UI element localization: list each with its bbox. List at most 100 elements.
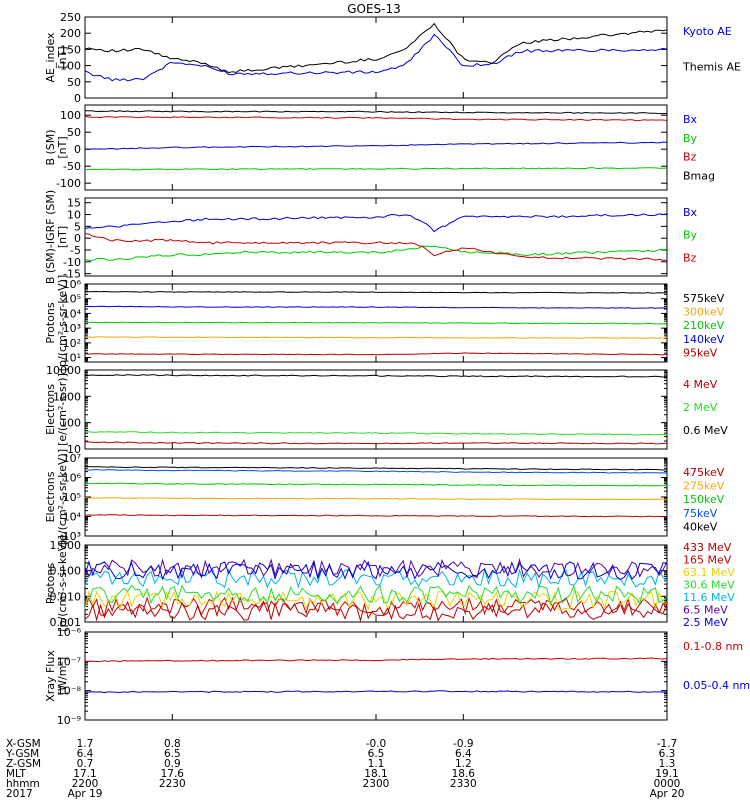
footer-row-label: Y-GSM: [5, 748, 39, 760]
y-axis-label-line1: Electrons: [44, 384, 57, 435]
footer-value: 2230: [159, 778, 186, 790]
y-axis-label-line1: Protons: [44, 302, 57, 343]
panel-frame: [84, 369, 668, 450]
series-line-by: [84, 245, 668, 262]
y-tick-label: 10³: [63, 322, 81, 335]
panel-frame: [84, 631, 668, 721]
y-tick-label: 0.001: [50, 616, 82, 629]
legend-label: Bmag: [683, 169, 715, 182]
footer-value: 6.4: [77, 748, 94, 760]
legend-label: 275keV: [683, 480, 725, 493]
legend-label: 575keV: [683, 292, 725, 305]
y-axis-label: Protons[p/(cm²-s-sr-keV)]: [44, 275, 69, 372]
series-line-6-5-mev: [84, 557, 668, 580]
y-tick-label: 10⁶: [63, 472, 82, 485]
y-tick-label: -15: [63, 268, 81, 281]
y-tick-label: 15: [67, 197, 81, 210]
series-line-bz: [84, 115, 668, 122]
y-tick-label: -10: [63, 256, 81, 269]
y-tick-label: 10⁻⁹: [57, 714, 81, 727]
series-line-475kev: [84, 514, 668, 518]
footer-row-label: Z-GSM: [6, 758, 41, 770]
footer-value: 1.3: [659, 758, 676, 770]
series-line-150kev: [84, 482, 668, 487]
legend-label: 165 MeV: [683, 554, 732, 567]
ephemeris-footer: X-GSM 1.7 0.8 -0.0 -0.9 -1.7 Y-GSM 6.4 6.5 6.5 6.4…: [5, 738, 684, 800]
y-tick-label: 50: [67, 76, 81, 89]
footer-value: -0.9: [453, 738, 474, 750]
y-axis-label-line1: AE_index: [44, 32, 57, 83]
footer-value: 6.5: [164, 748, 181, 760]
footer-value: 2330: [450, 778, 477, 790]
footer-value: 0.9: [164, 758, 181, 770]
footer-value: Apr 19: [68, 788, 103, 800]
footer-value: -1.7: [657, 738, 678, 750]
y-tick-label: 10²: [63, 337, 81, 350]
y-axis-label: Protons[p/(cm²-s-sr-keV)]: [44, 535, 69, 632]
y-axis-label-line1: Protons: [44, 563, 57, 604]
footer-value: 1.2: [455, 758, 472, 770]
y-axis-label: B (SM)-IGRF (SM)[nT]: [44, 190, 69, 284]
y-tick-label: 10⁵: [63, 491, 81, 504]
panel-frame: [84, 544, 668, 623]
footer-value: Apr 20: [650, 788, 685, 800]
legend-label: Bz: [683, 251, 697, 264]
y-tick-label: 10: [67, 443, 81, 456]
legend-label: 6.5 MeV: [683, 604, 728, 617]
legend-label: 433 MeV: [683, 541, 732, 554]
legend-label: 210keV: [683, 319, 725, 332]
series-line-210kev: [84, 321, 667, 325]
series-line-2-mev: [84, 431, 667, 436]
footer-value: -0.0: [366, 738, 387, 750]
legend-label: 0.05-0.4 nm: [683, 679, 750, 692]
footer-value: 1.1: [368, 758, 385, 770]
y-tick-label: 150: [60, 43, 81, 56]
y-axis-label-line1: B (SM)-IGRF (SM): [44, 190, 57, 284]
y-axis-label-line2: [nT]: [56, 46, 69, 68]
footer-value: 0.8: [164, 738, 181, 750]
y-tick-label: 250: [60, 11, 81, 24]
y-tick-label: 10⁴: [63, 307, 82, 320]
y-tick-label: -50: [63, 160, 81, 173]
footer-value: 1.7: [77, 738, 94, 750]
footer-value: 17.6: [161, 768, 185, 780]
y-tick-label: 10⁴: [63, 511, 82, 524]
y-axis-label-line1: Xray Flux: [44, 650, 57, 702]
series-line-140kev: [84, 305, 668, 309]
footer-row-label: X-GSM: [6, 738, 41, 750]
legend-label: 75keV: [683, 507, 718, 520]
y-tick-label: 0.100: [50, 565, 82, 578]
legend-label: 475keV: [683, 466, 725, 479]
y-axis-label: Xray Flux[W/m²]: [44, 650, 69, 702]
y-tick-label: 10⁻⁷: [57, 655, 81, 668]
legend-label: Kyoto AE: [683, 25, 732, 38]
series-line-575kev: [84, 290, 668, 294]
y-tick-label: 0: [74, 92, 81, 105]
y-axis-label-line2: [p/(cm²-s-sr-keV)]: [56, 275, 69, 372]
y-tick-label: 0: [74, 232, 81, 245]
footer-value: 6.3: [659, 748, 676, 760]
y-tick-label: 10⁵: [63, 293, 81, 306]
series-line-0-05-0-4-nm: [84, 690, 668, 694]
footer-value: 18.6: [452, 768, 476, 780]
footer-value: 2300: [363, 778, 390, 790]
series-line-bz: [84, 233, 668, 261]
y-tick-label: 10⁻⁶: [57, 626, 82, 639]
series-line-0-6-mev: [84, 374, 667, 378]
panel-4: 10¹10²10³10⁴10⁵10⁶Protons[p/(cm²-s-sr-ke…: [44, 275, 725, 372]
y-tick-label: 10³: [63, 530, 81, 543]
legend-label: 300keV: [683, 306, 725, 319]
y-tick-label: 10000: [46, 364, 81, 377]
legend-label: Bx: [683, 206, 698, 219]
panel-frame: [84, 197, 668, 277]
footer-value: 19.1: [655, 768, 678, 780]
y-axis-label-line2: [nT]: [56, 136, 69, 158]
footer-value: 0.7: [77, 758, 94, 770]
footer-value: 18.1: [364, 768, 387, 780]
